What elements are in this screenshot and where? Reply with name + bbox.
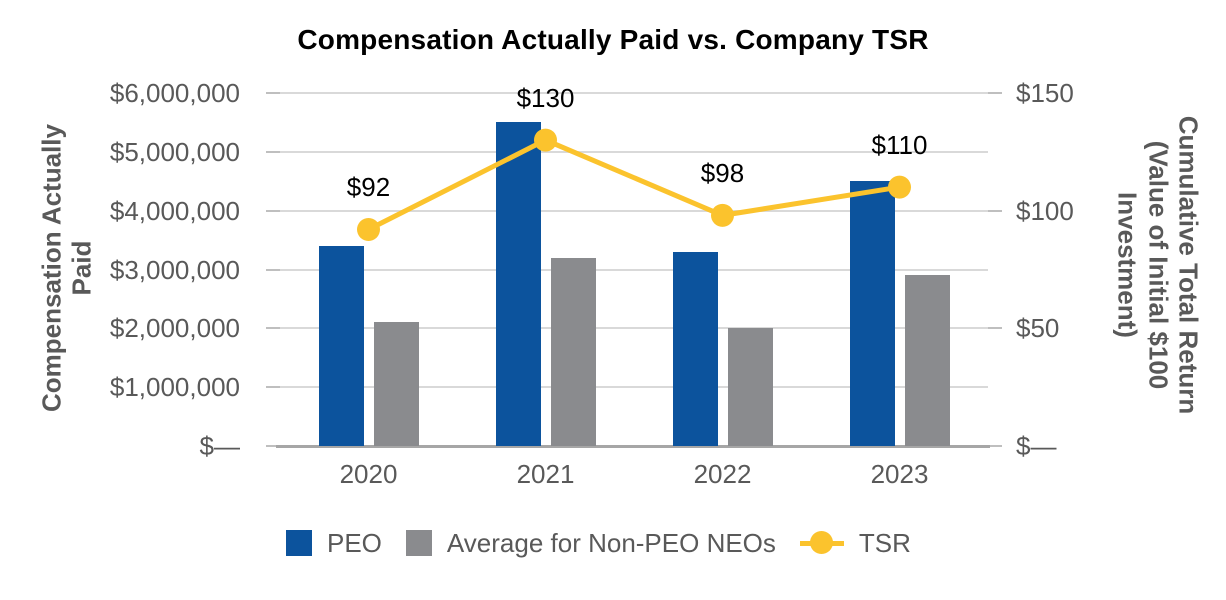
left-axis-tick bbox=[266, 268, 280, 271]
left-axis-tick-label: $— bbox=[199, 431, 240, 461]
left-axis-tick-label: $2,000,000 bbox=[109, 313, 240, 344]
left-axis-tick bbox=[266, 386, 280, 389]
bar-peo-2020 bbox=[318, 245, 364, 446]
gridline bbox=[280, 268, 988, 271]
bar-average-for-non-peo-neos-2023 bbox=[904, 275, 950, 446]
non-peo-swatch-icon bbox=[405, 530, 432, 556]
tsr-point-label-2022: $98 bbox=[700, 158, 745, 189]
bar-peo-2023 bbox=[849, 181, 895, 446]
tsr-legend-dot bbox=[809, 531, 833, 554]
left-axis-tick bbox=[266, 445, 280, 447]
right-axis-title-line3: Investment) bbox=[1112, 192, 1143, 338]
x-axis-label-2023: 2023 bbox=[870, 459, 929, 489]
bar-average-for-non-peo-neos-2020 bbox=[373, 322, 419, 446]
legend-label-non-peo: Average for Non-PEO NEOs bbox=[446, 528, 776, 558]
tsr-line bbox=[367, 137, 900, 232]
chart-title: Compensation Actually Paid vs. Company T… bbox=[297, 24, 929, 55]
left-axis-tick bbox=[266, 327, 280, 330]
x-axis-label-2022: 2022 bbox=[693, 459, 752, 489]
right-axis-title-text: Cumulative Total Return (Value of Initia… bbox=[1112, 115, 1204, 415]
right-axis-tick-label: $50 bbox=[1016, 313, 1060, 344]
left-axis-tick-label: $3,000,000 bbox=[109, 254, 240, 285]
legend-label-peo: PEO bbox=[327, 528, 382, 558]
peo-swatch-icon bbox=[286, 530, 312, 556]
left-axis-title-line1: Compensation Actually bbox=[36, 124, 67, 412]
tsr-line-marker-icon bbox=[799, 530, 844, 556]
bar-peo-2021 bbox=[495, 122, 541, 446]
left-axis-tick-label: $1,000,000 bbox=[109, 372, 240, 403]
tsr-point-label-2021: $130 bbox=[516, 83, 575, 114]
left-axis-tick bbox=[266, 209, 280, 212]
legend-label-tsr: TSR bbox=[858, 528, 911, 558]
left-axis-tick-label: $4,000,000 bbox=[109, 195, 240, 226]
bar-peo-2022 bbox=[672, 251, 718, 446]
right-axis-title-line1: Cumulative Total Return bbox=[1173, 115, 1204, 415]
tsr-point-label-2020: $92 bbox=[346, 172, 391, 203]
gridline bbox=[280, 92, 988, 94]
tsr-marker-2020 bbox=[357, 217, 380, 241]
legend-item-peo: PEO bbox=[286, 530, 382, 556]
left-axis-tick bbox=[266, 92, 280, 94]
bar-average-for-non-peo-neos-2021 bbox=[550, 257, 596, 446]
tsr-marker-2022 bbox=[711, 203, 734, 227]
left-axis-tick bbox=[266, 150, 280, 153]
bar-average-for-non-peo-neos-2022 bbox=[727, 328, 773, 446]
left-axis-tick-label: $5,000,000 bbox=[109, 136, 240, 167]
gridline bbox=[280, 386, 988, 389]
right-axis-tick-label: $— bbox=[1016, 431, 1057, 461]
x-axis-line bbox=[276, 445, 990, 448]
legend-item-non-peo: Average for Non-PEO NEOs bbox=[405, 528, 776, 558]
gridline bbox=[280, 327, 988, 330]
right-axis-tick-label: $150 bbox=[1016, 78, 1074, 108]
x-axis-label-2021: 2021 bbox=[516, 459, 575, 489]
right-axis-title-line2: (Value of Initial $100 bbox=[1143, 140, 1174, 390]
legend: PEO Average for Non-PEO NEOs TSR bbox=[286, 530, 911, 556]
right-axis-tick bbox=[988, 92, 1002, 94]
x-axis-label-2020: 2020 bbox=[339, 459, 398, 489]
right-axis-tick bbox=[988, 327, 1002, 330]
right-axis-tick bbox=[988, 445, 1002, 447]
legend-item-tsr: TSR bbox=[799, 528, 911, 558]
right-axis-tick bbox=[988, 209, 1002, 212]
tsr-point-label-2023: $110 bbox=[871, 130, 928, 161]
left-axis-tick-label: $6,000,000 bbox=[109, 78, 240, 108]
right-axis-tick-label: $100 bbox=[1016, 195, 1074, 226]
